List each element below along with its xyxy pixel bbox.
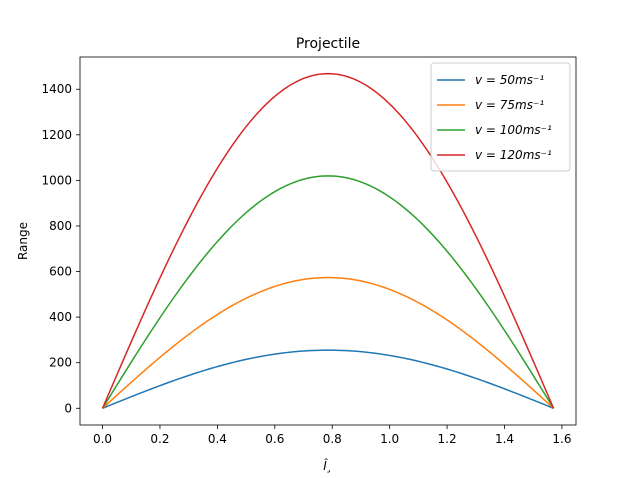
legend-label-3: v = 120ms⁻¹ xyxy=(475,148,552,162)
x-tick-label: 1.6 xyxy=(552,432,571,446)
y-tick-label: 1200 xyxy=(41,128,72,142)
legend-label-0: v = 50ms⁻¹ xyxy=(475,73,544,87)
x-tick-label: 0.4 xyxy=(208,432,227,446)
legend-label-1: v = 75ms⁻¹ xyxy=(475,98,544,112)
x-tick-label: 1.2 xyxy=(438,432,457,446)
x-tick-label: 0.8 xyxy=(323,432,342,446)
series-line-1 xyxy=(102,276,555,409)
y-tick-label: 1000 xyxy=(41,173,72,187)
y-tick-label: 1400 xyxy=(41,82,72,96)
plot-frame xyxy=(79,56,577,426)
y-axis-label: Range xyxy=(16,222,30,260)
x-tick-label: 0.0 xyxy=(93,432,112,446)
x-tick-label: 0.2 xyxy=(150,432,169,446)
x-tick-label: 1.4 xyxy=(495,432,514,446)
series-line-3 xyxy=(101,72,555,409)
y-tick-label: 200 xyxy=(49,356,72,370)
series-layer xyxy=(101,72,555,409)
legend-box xyxy=(430,62,571,172)
y-tick-label: 800 xyxy=(49,219,72,233)
x-axis-ticks: 0.0 0.2 0.4 0.6 0.8 1.0 1.2 1.4 1.6 xyxy=(93,425,571,446)
x-tick-label: 1.0 xyxy=(380,432,399,446)
x-tick-label: 0.6 xyxy=(265,432,284,446)
y-tick-label: 600 xyxy=(49,265,72,279)
y-tick-label: 400 xyxy=(49,310,72,324)
series-line-0 xyxy=(102,349,554,409)
y-axis-ticks: 0 200 400 600 800 1000 1200 1400 xyxy=(41,82,80,415)
series-line-2 xyxy=(101,175,555,409)
x-axis-label: Î¸ xyxy=(323,458,333,473)
legend-label-2: v = 100ms⁻¹ xyxy=(475,123,552,137)
chart-title: Projectile xyxy=(296,36,360,52)
legend: v = 50ms⁻¹ v = 75ms⁻¹ v = 100ms⁻¹ v = 120ms… xyxy=(430,62,571,172)
y-tick-label: 0 xyxy=(64,401,72,415)
